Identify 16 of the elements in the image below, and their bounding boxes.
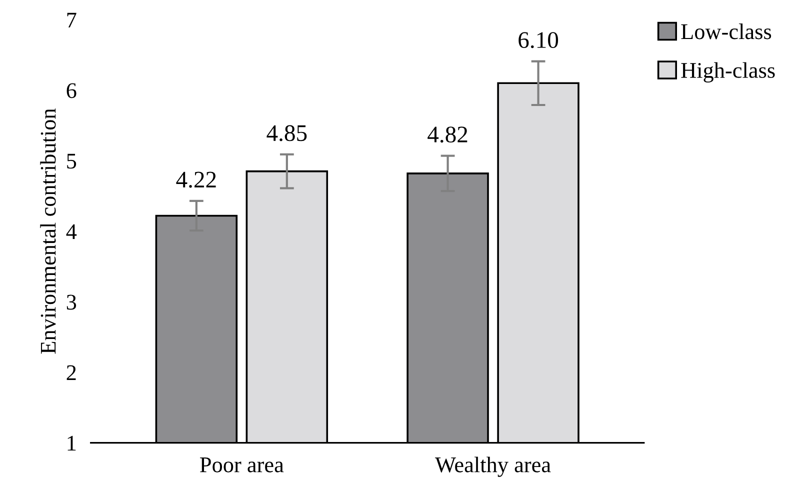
legend-label: Low-class — [681, 24, 772, 40]
y-tick-label: 2 — [66, 365, 76, 380]
y-tick-label: 1 — [68, 436, 76, 451]
y-axis-title: Environmental contribution — [40, 108, 56, 354]
y-tick-label: 3 — [66, 294, 76, 310]
data-label: 4.22 — [176, 172, 216, 188]
y-tick-label: 4 — [66, 224, 77, 239]
legend-label: High-class — [681, 62, 775, 83]
data-label: 4.82 — [428, 126, 468, 143]
x-tick-label: Poor area — [200, 458, 284, 472]
x-tick-label: Wealthy area — [435, 456, 551, 477]
y-tick-label: 5 — [67, 154, 76, 169]
data-label: 4.85 — [266, 125, 307, 142]
y-tick-label: 6 — [66, 83, 76, 98]
data-label: 6.10 — [518, 32, 558, 48]
y-tick-label: 7 — [67, 12, 76, 28]
